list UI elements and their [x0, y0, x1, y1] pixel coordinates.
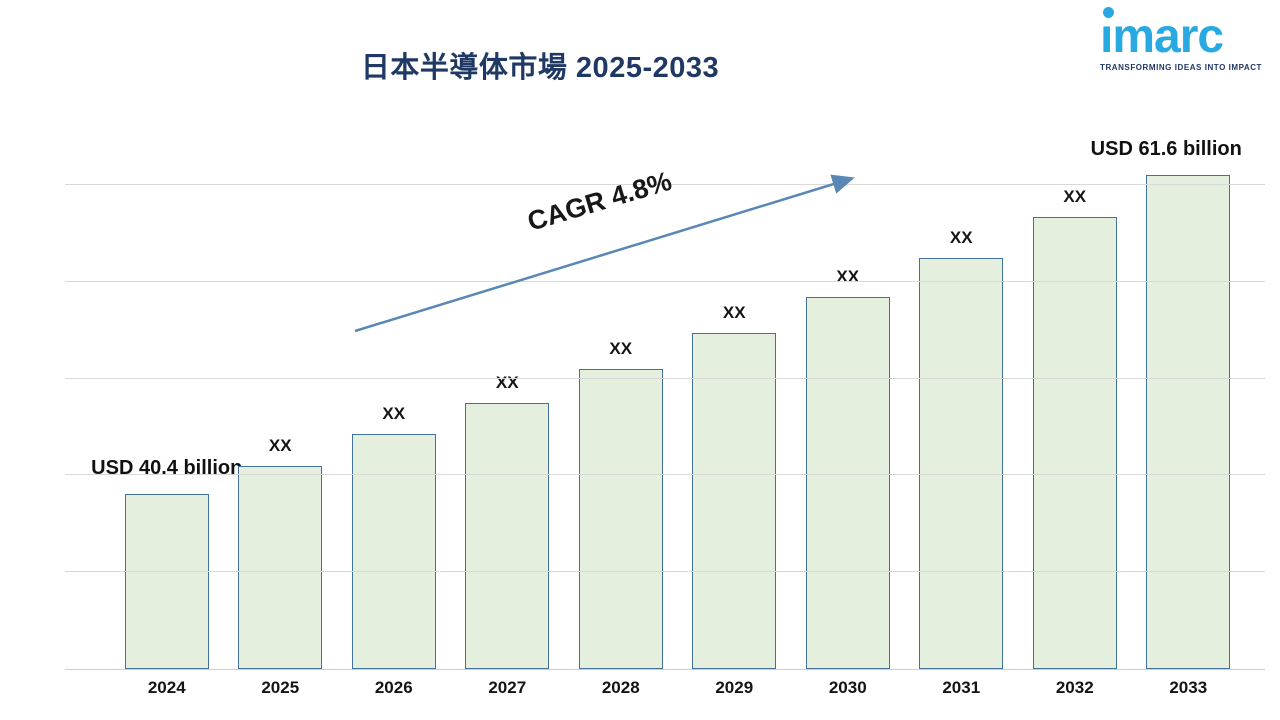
- bar-2033: [1146, 175, 1231, 669]
- x-axis-label-2033: 2033: [1169, 678, 1208, 697]
- chart-title: 日本半導体市場 2025-2033: [360, 52, 720, 84]
- bars-container: USD 40.4 billion XX XX XX XX XX XX XX XX USD 61.6…: [91, 130, 1246, 669]
- bar-value-label-2027: XX: [495, 373, 519, 392]
- bar-2024: [124, 494, 209, 669]
- bar-value-label-2029: XX: [722, 303, 746, 322]
- bar-2027: [465, 403, 550, 669]
- plot-area: USD 40.4 billion XX XX XX XX XX XX XX XX USD 61.6…: [65, 130, 1265, 670]
- imarc-logo: ımarc TRANSFORMING IDEAS INTO IMPACT: [1100, 7, 1262, 72]
- bar-value-label-2028: XX: [609, 339, 633, 358]
- bar-value-label-2026: XX: [382, 404, 406, 423]
- x-axis-label-2029: 2029: [715, 678, 754, 697]
- bar-2030: [805, 297, 890, 669]
- gridline: [65, 474, 1265, 476]
- bar-2032: [1032, 217, 1117, 669]
- bar-value-label-2024: USD 40.4 billion: [91, 457, 243, 479]
- bar-slot-2026: XX: [337, 130, 451, 669]
- bar-slot-2024: USD 40.4 billion: [91, 130, 242, 669]
- bar-value-label-2032: XX: [1063, 187, 1087, 206]
- bar-2029: [692, 333, 777, 669]
- bar-slot-2025: XX: [224, 130, 338, 669]
- bar-slot-2032: XX: [1018, 130, 1132, 669]
- gridline: [65, 377, 1265, 379]
- bar-slot-2031: XX: [905, 130, 1019, 669]
- bar-slot-2028: XX: [564, 130, 678, 669]
- imarc-logo-dot-icon: [1103, 7, 1115, 18]
- bar-slot-2029: XX: [678, 130, 792, 669]
- x-axis-labels: 2024 2025 2026 2027 2028 2029 2030 2031 2032 2033: [110, 678, 1245, 708]
- gridline: [65, 571, 1265, 573]
- bar-2031: [919, 258, 1004, 669]
- imarc-logo-text: ımarc: [1100, 7, 1224, 61]
- x-axis-label-2028: 2028: [601, 678, 640, 697]
- bar-2026: [351, 434, 436, 669]
- x-axis-label-2025: 2025: [261, 678, 300, 697]
- bar-2028: [578, 369, 663, 669]
- bar-value-label-2030: XX: [836, 267, 860, 286]
- x-axis-label-2027: 2027: [488, 678, 527, 697]
- x-axis-label-2031: 2031: [942, 678, 981, 697]
- bar-value-label-2033: USD 61.6 billion: [1090, 138, 1242, 160]
- bar-slot-2030: XX: [791, 130, 905, 669]
- x-axis-label-2032: 2032: [1055, 678, 1094, 697]
- bar-slot-2033: USD 61.6 billion: [1091, 130, 1246, 669]
- gridline: [65, 280, 1265, 282]
- x-axis-label-2024: 2024: [147, 678, 186, 697]
- bar-value-label-2031: XX: [949, 228, 973, 247]
- imarc-logo-word-text: ımarc: [1100, 10, 1224, 63]
- x-axis-label-2030: 2030: [828, 678, 867, 697]
- bar-2025: [238, 466, 323, 669]
- imarc-logo-tagline: TRANSFORMING IDEAS INTO IMPACT: [1100, 62, 1262, 72]
- bar-value-label-2025: XX: [268, 436, 292, 455]
- x-axis-label-2026: 2026: [374, 678, 413, 697]
